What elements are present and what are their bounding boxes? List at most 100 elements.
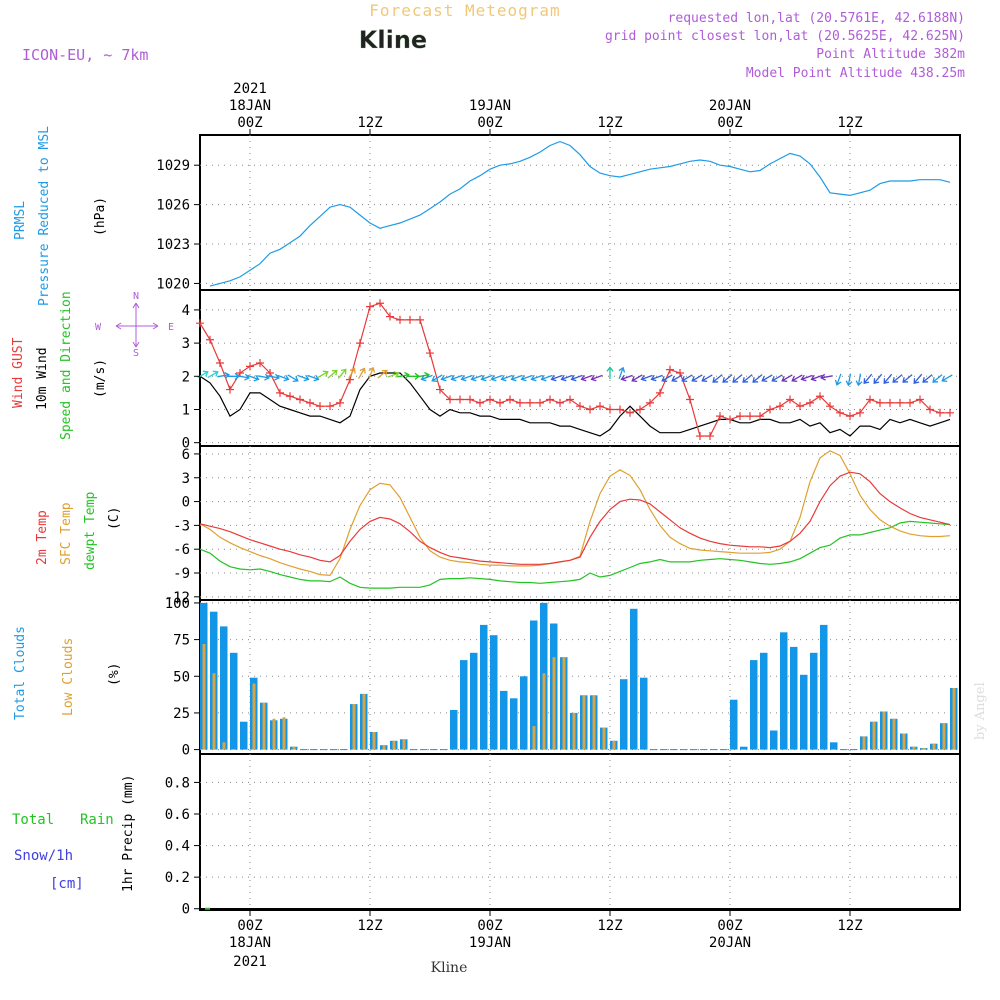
wind-direction-arrow — [287, 374, 299, 383]
wind-direction-arrow — [681, 374, 693, 383]
gust-marker — [906, 398, 914, 407]
x-tick-label-top: 12Z — [357, 115, 382, 131]
gust-marker — [386, 312, 394, 321]
wind10m-label: 10m Wind — [35, 347, 50, 410]
gust-marker — [796, 402, 804, 411]
wind-direction-arrow — [650, 374, 663, 382]
wind-direction-arrow — [742, 374, 753, 383]
low-cloud-bar — [282, 717, 286, 750]
precip-ytick-label: 0 — [182, 902, 190, 918]
gust-marker — [936, 408, 944, 417]
compass-n: N — [133, 291, 139, 302]
wind-direction-arrow — [460, 374, 473, 382]
pressure-ytick-label: 1026 — [156, 198, 190, 214]
low-cloud-bar — [602, 727, 606, 750]
precip-labels: Total Rain Snow/1h [cm] 1hr Precip (mm) — [12, 775, 136, 892]
low-cloud-bar — [552, 657, 556, 750]
clouds-ytick-label: 100 — [165, 596, 190, 612]
wind-direction-arrow — [883, 373, 893, 385]
prmsl-desc-label: Pressure Reduced to MSL — [37, 126, 52, 306]
gust-marker — [306, 398, 314, 407]
low-cloud-bar — [942, 723, 946, 750]
wind-direction-arrow — [358, 367, 366, 379]
wind-direction-arrow — [640, 374, 653, 382]
wind-direction-arrow — [397, 371, 410, 379]
year-label-bottom: 2021 — [233, 954, 267, 970]
gust-marker — [816, 392, 824, 401]
temp-ytick-label: 6 — [182, 447, 190, 463]
wind-direction-arrow — [902, 374, 913, 383]
wind-direction-arrow — [771, 374, 783, 383]
pressure-panel-frame — [199, 134, 961, 291]
wind-direction-arrow — [267, 373, 280, 381]
gust-marker — [656, 388, 664, 397]
gust-marker — [626, 408, 634, 417]
wind-direction-arrow — [348, 367, 356, 379]
wind-direction-arrow — [873, 373, 883, 385]
temp-ytick-label: 0 — [182, 495, 190, 511]
wind-labels: Wind GUST 10m Wind Speed and Direction (… — [11, 291, 174, 440]
wind-direction-arrow — [631, 374, 643, 383]
model-label: ICON-EU, ~ 7km — [22, 46, 148, 64]
total-cloud-bar — [820, 624, 828, 750]
low-cloud-bar — [262, 702, 266, 750]
date-label-top: 20JAN — [709, 98, 751, 114]
gust-marker — [396, 315, 404, 324]
wind-direction-arrow — [791, 374, 803, 383]
x-tick-label-top: 00Z — [237, 115, 262, 131]
wind-direction-arrow — [761, 374, 773, 383]
wind-direction-arrow — [480, 374, 493, 382]
wind-direction-arrow — [800, 374, 813, 382]
gust-label: Wind GUST — [11, 337, 26, 408]
gust-marker — [286, 392, 294, 401]
dewpt-label: dewpt Temp — [83, 492, 98, 570]
credit-label: by Angel — [973, 682, 988, 740]
x-tick-label-top: 00Z — [717, 115, 742, 131]
wind-direction-arrow — [580, 374, 593, 382]
cm-label: [cm] — [50, 876, 84, 892]
prmsl-label: PRMSL — [13, 201, 28, 240]
wind-direction-arrow — [470, 374, 483, 382]
axis-labels: 102010231026102901234-12-9-6-30360255075… — [156, 81, 862, 970]
gust-marker — [516, 398, 524, 407]
gust-marker — [206, 335, 214, 344]
x-tick-label-bottom: 12Z — [597, 918, 622, 934]
wind-direction-arrow — [431, 374, 443, 383]
wind-gust-line — [199, 302, 950, 437]
total-cloud-bar — [780, 632, 788, 750]
total-cloud-bar — [500, 690, 508, 750]
wind-direction-arrow — [892, 374, 903, 383]
panel-frames — [199, 134, 961, 911]
low-cloud-bar — [212, 673, 216, 750]
wind-direction-arrow — [560, 374, 573, 382]
gust-marker — [496, 398, 504, 407]
wind-ytick-label: 4 — [182, 303, 190, 319]
gust-marker — [596, 402, 604, 411]
low-cloud-bar — [572, 712, 576, 750]
gust-marker — [376, 299, 384, 308]
gust-marker — [876, 398, 884, 407]
date-label-bottom: 18JAN — [229, 935, 271, 951]
gust-marker — [646, 398, 654, 407]
gust-marker — [416, 315, 424, 324]
total-cloud-bar — [790, 646, 798, 750]
wind-direction-arrow — [327, 369, 338, 379]
wind-unit: (m/s) — [93, 359, 108, 398]
temp-panel-frame — [199, 445, 961, 601]
precip-ytick-label: 0.4 — [165, 839, 190, 855]
clouds-ytick-label: 50 — [173, 669, 190, 685]
gust-marker — [806, 398, 814, 407]
total-cloud-bar — [480, 624, 488, 750]
precip-ytick-label: 0.2 — [165, 870, 190, 886]
wind-direction-arrow — [671, 374, 683, 383]
x-tick-label-bottom: 12Z — [357, 918, 382, 934]
cloud-labels: Total Clouds Low Clouds (%) — [13, 626, 122, 720]
total-cloud-bar — [770, 730, 778, 750]
wind-direction-arrow — [781, 374, 793, 383]
gust-marker — [256, 359, 264, 368]
total-cloud-bar — [510, 698, 518, 750]
gust-marker — [476, 398, 484, 407]
gust-marker — [866, 395, 874, 404]
low-cloud-bar — [562, 657, 566, 750]
low-cloud-bar — [402, 739, 406, 750]
